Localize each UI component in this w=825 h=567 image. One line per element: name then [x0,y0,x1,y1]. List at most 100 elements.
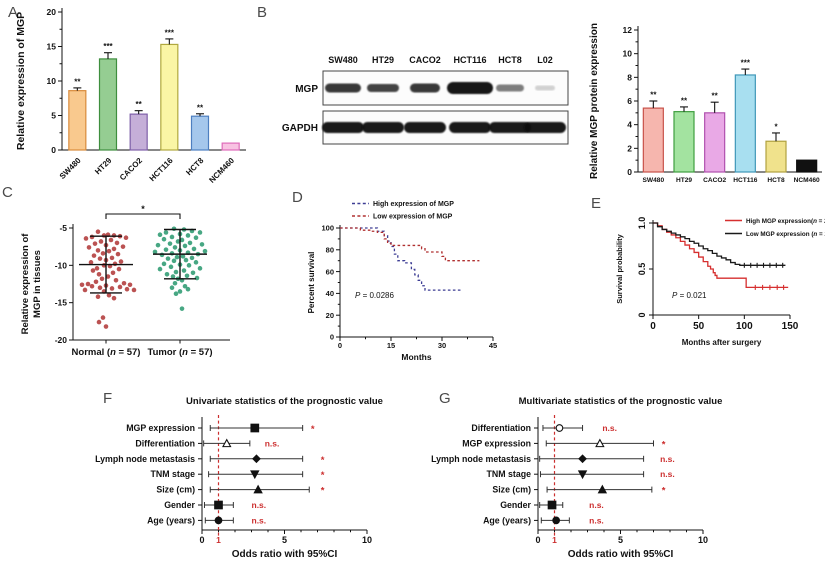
svg-text:10: 10 [362,535,372,545]
svg-text:0: 0 [627,167,632,177]
svg-text:Tumor (n = 57): Tumor (n = 57) [147,347,212,358]
svg-text:HCT8: HCT8 [498,55,522,65]
svg-text:*: * [662,486,666,497]
svg-text:Multivariate statistics of the: Multivariate statistics of the prognosti… [519,396,723,407]
svg-text:10: 10 [47,76,57,86]
svg-text:MGP: MGP [295,84,318,95]
svg-text:*: * [321,486,325,497]
svg-text:TNM stage: TNM stage [487,469,532,479]
svg-text:n.s.: n.s. [265,438,280,448]
tissue-scatter-plot: -5 -10 -15 -20 Relative expression of MGP in … [20,204,230,358]
svg-text:1: 1 [216,535,221,545]
svg-text:CACO2: CACO2 [409,55,441,65]
svg-text:n.s.: n.s. [589,500,604,510]
svg-text:*: * [321,470,325,481]
svg-text:High MGP expression(n = 239): High MGP expression(n = 239) [746,218,825,225]
svg-text:TNM stage: TNM stage [151,469,196,479]
svg-text:30: 30 [438,341,446,350]
svg-text:100: 100 [321,224,334,233]
svg-text:HT29: HT29 [676,177,692,184]
svg-text:8: 8 [627,72,632,82]
svg-text:0: 0 [51,145,56,155]
svg-text:n.s.: n.s. [660,469,675,479]
svg-text:Lymph node metastasis: Lymph node metastasis [431,454,531,464]
svg-text:0: 0 [637,312,647,317]
svg-text:5: 5 [51,111,56,121]
svg-text:SW480: SW480 [328,55,358,65]
svg-text:6: 6 [627,96,632,106]
panel-c-label: C [2,184,13,201]
svg-text:20: 20 [326,311,334,320]
svg-text:**: ** [136,100,143,109]
svg-text:15: 15 [47,42,57,52]
svg-text:Odds ratio with 95%CI: Odds ratio with 95%CI [232,549,338,560]
svg-text:-20: -20 [55,335,68,345]
svg-text:CACO2: CACO2 [118,156,145,183]
svg-text:HCT116: HCT116 [148,156,176,184]
svg-text:Odds ratio with 95%CI: Odds ratio with 95%CI [568,549,674,560]
univariate-forest-plot: Univariate statistics of the prognostic … [95,396,383,560]
svg-text:150: 150 [782,321,799,332]
svg-text:10: 10 [698,535,708,545]
panel-a-label: A [8,4,19,21]
svg-text:HCT8: HCT8 [184,156,206,178]
svg-text:HCT8: HCT8 [767,177,785,184]
svg-text:1.0: 1.0 [637,217,647,230]
svg-text:100: 100 [736,321,753,332]
svg-text:40: 40 [326,289,334,298]
svg-text:4: 4 [627,120,632,130]
svg-text:45: 45 [489,341,497,350]
svg-text:**: ** [712,92,719,101]
svg-text:n.s.: n.s. [252,515,267,525]
svg-text:HCT116: HCT116 [733,177,758,184]
svg-text:SW480: SW480 [58,156,83,181]
svg-text:L02: L02 [537,55,553,65]
svg-text:HT29: HT29 [372,55,394,65]
svg-text:***: *** [741,59,751,68]
svg-text:*: * [311,424,315,435]
svg-text:**: ** [197,103,204,112]
svg-text:SW480: SW480 [643,177,665,184]
svg-text:5: 5 [282,535,287,545]
svg-text:Relative expression of MGP: Relative expression of MGP [15,12,27,150]
svg-text:0.5: 0.5 [637,263,647,276]
svg-text:-10: -10 [55,260,68,270]
svg-text:20: 20 [47,7,57,17]
panel-d-label: D [292,189,303,206]
western-blot-image: SW480 HT29 CACO2 HCT116 HCT8 L02 MGP GAPDH [282,55,569,145]
panel-g-label: G [439,390,451,407]
svg-text:MGP expression: MGP expression [126,423,195,433]
svg-text:CACO2: CACO2 [703,177,726,184]
svg-text:-5: -5 [59,223,67,233]
svg-text:0: 0 [338,341,342,350]
svg-text:50: 50 [693,321,705,332]
svg-text:0: 0 [199,535,204,545]
svg-text:Differentiation: Differentiation [135,438,195,448]
svg-text:n.s.: n.s. [602,423,617,433]
svg-text:**: ** [681,96,688,105]
panel-e-label: E [591,195,602,212]
svg-text:P = 0.021: P = 0.021 [672,291,707,300]
svg-text:60: 60 [326,267,334,276]
svg-text:Months: Months [401,352,431,362]
svg-text:Univariate statistics of the p: Univariate statistics of the prognostic … [186,396,383,407]
svg-text:Size (cm): Size (cm) [156,485,195,495]
svg-text:2: 2 [627,143,632,153]
svg-text:MGP expression: MGP expression [462,438,531,448]
svg-text:*: * [141,204,145,214]
svg-text:HCT116: HCT116 [453,55,486,65]
svg-text:Normal (n = 57): Normal (n = 57) [72,347,141,358]
svg-text:**: ** [74,77,81,86]
svg-text:Age (years): Age (years) [147,515,195,525]
multivariate-forest-plot: Multivariate statistics of the prognosti… [431,396,723,560]
svg-text:Relative MGP protein expressio: Relative MGP protein expression [589,23,600,179]
svg-text:*: * [321,455,325,466]
svg-text:P = 0.0286: P = 0.0286 [355,291,394,300]
svg-text:0: 0 [650,321,656,332]
svg-text:Low MGP expression (n = 239): Low MGP expression (n = 239) [746,231,825,238]
svg-text:12: 12 [623,25,633,35]
svg-text:n.s.: n.s. [589,515,604,525]
svg-text:High expression of MGP: High expression of MGP [373,201,454,208]
svg-text:HT29: HT29 [93,156,114,177]
svg-text:Relative expression of: Relative expression of [20,233,31,335]
